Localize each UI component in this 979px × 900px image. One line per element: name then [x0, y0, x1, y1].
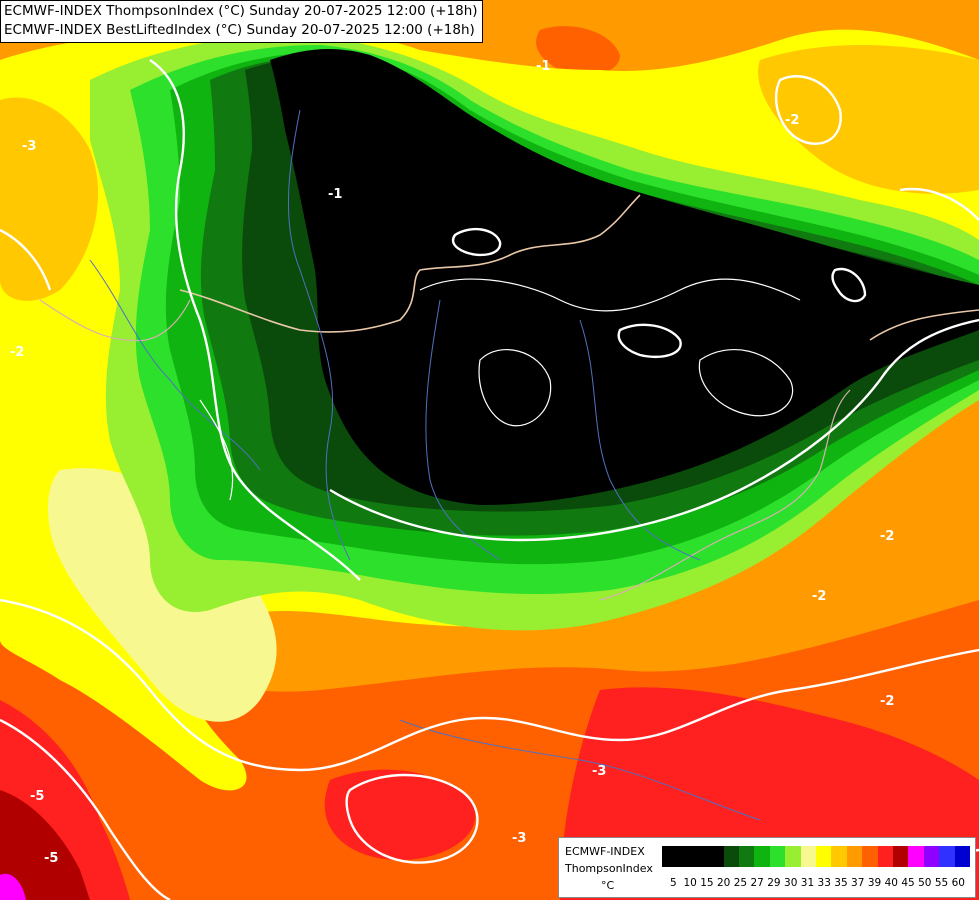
contour-label: -2: [880, 694, 894, 709]
contour-label: -2: [812, 589, 826, 604]
title-line-lifted: ECMWF-INDEX BestLiftedIndex (°C) Sunday …: [4, 22, 475, 38]
legend-tick-label: 40: [884, 877, 898, 889]
legend-tick-label: 30: [784, 877, 798, 889]
thin-contours: [199, 278, 801, 501]
legend-swatch: [785, 846, 802, 867]
orange-zone-west: [0, 97, 99, 301]
contour-labels: -3 -2 -2 -1 -1 -2 -2 -3 -5 -5 -2 -3: [10, 59, 894, 866]
legend-swatch: [708, 846, 725, 867]
dark-red-patch: [0, 790, 90, 900]
contour-line-3: [0, 598, 979, 772]
legend-variable: ThompsonIndex: [565, 862, 653, 875]
thin-contour-3: [698, 349, 794, 417]
legend-tick-label: 20: [716, 877, 731, 889]
legend-swatch: [769, 846, 786, 867]
contour-line-10: [0, 228, 52, 291]
legend-swatch: [723, 846, 740, 867]
black-zone-core: [270, 48, 979, 506]
river-line-1: [288, 109, 351, 561]
legend-tick-label: 39: [867, 877, 882, 889]
border-line-west: [39, 299, 191, 342]
river-line-4: [89, 259, 261, 471]
legend-swatch: [677, 846, 694, 867]
contour-line-6: [617, 323, 682, 359]
legend-tick-label: 31: [800, 877, 815, 889]
color-legend: ECMWF-INDEX ThompsonIndex °C 5 10 15 20 25 27…: [558, 837, 976, 898]
legend-swatch: [939, 846, 956, 867]
legend-swatch: [923, 846, 940, 867]
legend-swatch: [954, 846, 971, 867]
magenta-patch: [0, 873, 26, 900]
contour-label: -3: [22, 139, 36, 154]
title-line-thompson: ECMWF-INDEX ThompsonIndex (°C) Sunday 20…: [4, 3, 478, 19]
legend-swatch: [862, 846, 879, 867]
contour-line-5: [345, 773, 479, 864]
contour-line-1: [329, 318, 979, 542]
legend-swatch: [893, 846, 909, 867]
legend-swatch: [754, 846, 771, 867]
legend-tick-label: 55: [934, 877, 949, 889]
legend-swatch: [908, 846, 925, 867]
contour-label: -2: [785, 113, 799, 128]
legend-swatch: [800, 846, 817, 867]
river-line-5: [399, 719, 761, 821]
legend-swatch: [739, 846, 755, 867]
legend-tick-label: 37: [851, 877, 865, 889]
contour-label: -5: [44, 851, 58, 866]
legend-tick-label: 25: [733, 877, 748, 889]
legend-tick-label: 35: [834, 877, 848, 889]
legend-tick-label: 60: [951, 877, 965, 889]
border-line-east: [869, 309, 979, 341]
contour-line-4: [0, 718, 171, 900]
contour-label: -1: [536, 59, 550, 74]
legend-tick-label: 50: [918, 877, 932, 889]
thin-contour-1: [419, 278, 801, 312]
legend-tick-label: 33: [817, 877, 831, 889]
contour-line-2: [149, 59, 361, 581]
contour-label: -1: [328, 187, 342, 202]
red-patch-northeast: [536, 26, 620, 75]
legend-tick-label: 15: [700, 877, 714, 889]
legend-swatch: [692, 846, 709, 867]
contour-label: -5: [30, 789, 44, 804]
legend-swatch: [662, 846, 678, 867]
legend-tick-label: 45: [901, 877, 915, 889]
legend-swatch: [877, 846, 894, 867]
legend-tick-label: 27: [750, 877, 764, 889]
contour-label: -3: [512, 831, 526, 846]
contour-label: -3: [592, 764, 606, 779]
contour-line-7: [451, 227, 502, 257]
legend-swatch: [816, 846, 832, 867]
legend-unit: °C: [601, 879, 615, 892]
legend-tick-label: 29: [767, 877, 781, 889]
thin-contour-2: [478, 349, 552, 427]
legend-swatch: [831, 846, 848, 867]
legend-swatch: [846, 846, 863, 867]
contour-line-9: [774, 75, 842, 145]
river-line-3: [579, 319, 701, 561]
legend-tick-label: 10: [683, 877, 697, 889]
river-line-2: [425, 299, 501, 561]
border-line-north: [179, 194, 641, 333]
legend-tick-label: 5: [670, 877, 677, 889]
contour-label: -2: [10, 345, 24, 360]
legend-title: ECMWF-INDEX: [565, 845, 645, 858]
contour-line-8: [831, 267, 867, 303]
map-title-box: ECMWF-INDEX ThompsonIndex (°C) Sunday 20…: [0, 0, 483, 43]
orange-zone-northeast: [758, 45, 979, 194]
thin-contour-4: [199, 399, 234, 501]
contour-line-12: [899, 187, 979, 221]
red-patch-center: [324, 769, 476, 860]
contour-label: -2: [880, 529, 894, 544]
